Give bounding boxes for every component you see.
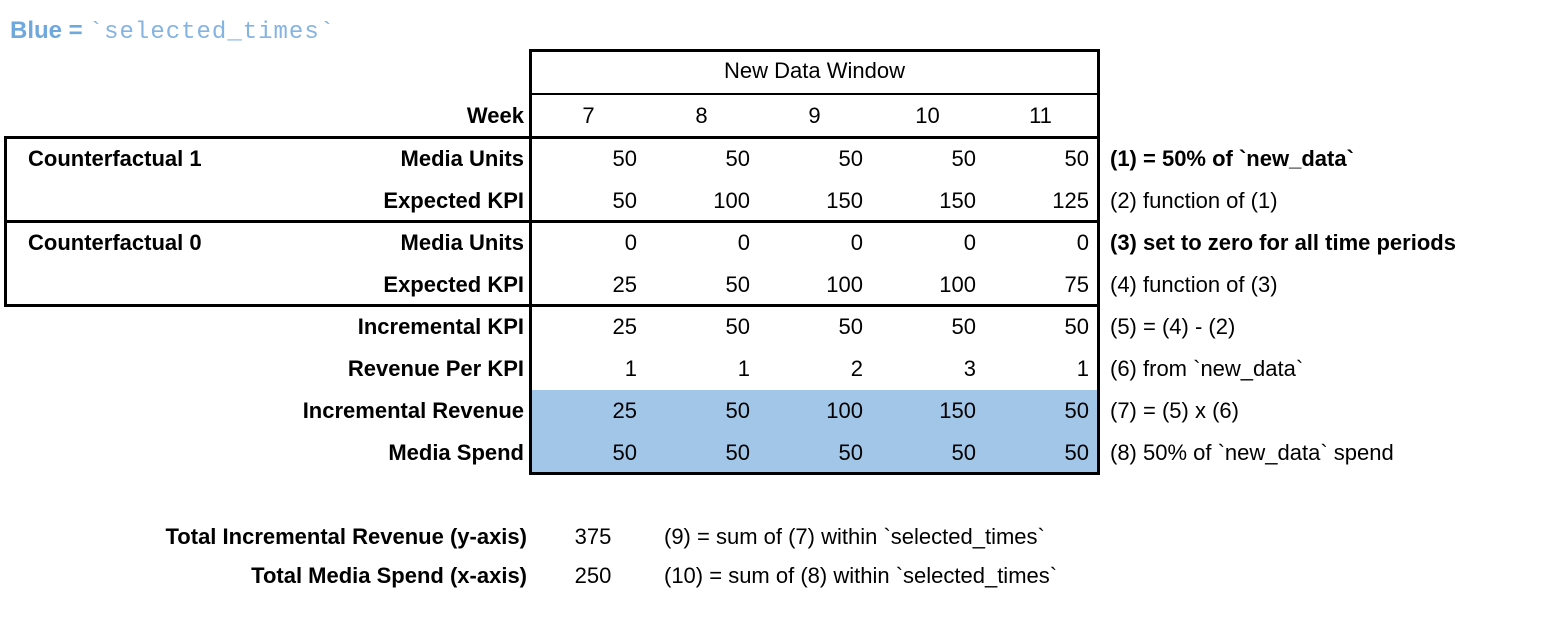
- table-row-highlighted: Media Spend 50 50 50 50 50 (8) 50% of `n…: [0, 432, 1544, 474]
- cell-value: 50: [1064, 398, 1089, 423]
- cell-value: 100: [939, 272, 976, 297]
- cell-value: 50: [838, 440, 863, 465]
- cell-value: 2: [850, 356, 863, 381]
- cell-value: 0: [963, 230, 976, 255]
- cell-value: 50: [1064, 314, 1089, 339]
- cell-value: 50: [725, 440, 750, 465]
- data-area-right-border: [1097, 49, 1100, 475]
- week-label: Week: [466, 103, 524, 128]
- row-annotation: (2) function of (1): [1110, 188, 1278, 213]
- cell-value: 0: [624, 230, 637, 255]
- row-label: Expected KPI: [383, 188, 524, 213]
- legend-blue-selected-times: Blue = `selected_times`: [10, 17, 335, 46]
- summary-row-total-incremental-revenue: Total Incremental Revenue (y-axis) 375 (…: [0, 516, 1544, 558]
- table-border-under-window-title: [529, 93, 1100, 95]
- cell-value: 50: [725, 398, 750, 423]
- row-annotation: (5) = (4) - (2): [1110, 314, 1236, 339]
- legend-prefix: Blue =: [10, 17, 83, 44]
- table-row: Counterfactual 1 Media Units 50 50 50 50…: [0, 138, 1544, 180]
- table-row: Revenue Per KPI 1 1 2 3 1 (6) from `new_…: [0, 348, 1544, 390]
- row-annotation: (6) from `new_data`: [1110, 356, 1304, 381]
- row-label: Media Units: [400, 230, 524, 255]
- cell-value: 50: [612, 440, 637, 465]
- cell-value: 1: [737, 356, 750, 381]
- row-annotation: (7) = (5) x (6): [1110, 398, 1239, 423]
- table-border-top: [529, 49, 1100, 52]
- table-border-bottom: [529, 472, 1100, 475]
- cell-value: 0: [737, 230, 750, 255]
- cell-value: 50: [951, 314, 976, 339]
- cell-value: 0: [850, 230, 863, 255]
- summary-annotation: (9) = sum of (7) within `selected_times`: [664, 524, 1045, 549]
- cell-value: 75: [1064, 272, 1089, 297]
- cell-value: 50: [725, 314, 750, 339]
- cell-value: 50: [951, 440, 976, 465]
- cell-value: 100: [826, 398, 863, 423]
- row-label: Incremental KPI: [357, 314, 524, 339]
- row-annotation: (3) set to zero for all time periods: [1110, 230, 1456, 255]
- summary-row-total-media-spend: Total Media Spend (x-axis) 250 (10) = su…: [0, 555, 1544, 597]
- cell-value: 0: [1076, 230, 1089, 255]
- week-11: 11: [1029, 103, 1052, 128]
- row-label: Incremental Revenue: [302, 398, 524, 423]
- row-annotation: (4) function of (3): [1110, 272, 1278, 297]
- cell-value: 25: [612, 398, 637, 423]
- row-label: Media Spend: [388, 440, 524, 465]
- table-row: Incremental KPI 25 50 50 50 50 (5) = (4)…: [0, 306, 1544, 348]
- row-label: Expected KPI: [383, 272, 524, 297]
- row-label: Media Units: [400, 146, 524, 171]
- cell-value: 50: [838, 146, 863, 171]
- cell-value: 50: [612, 146, 637, 171]
- group-label-counterfactual-0: Counterfactual 0: [28, 230, 202, 255]
- data-area-left-border: [529, 49, 532, 475]
- cell-value: 50: [725, 146, 750, 171]
- row-label: Revenue Per KPI: [347, 356, 524, 381]
- table-row: Expected KPI 50 100 150 150 125 (2) func…: [0, 180, 1544, 222]
- cell-value: 3: [963, 356, 976, 381]
- summary-value: 250: [574, 563, 612, 588]
- cell-value: 150: [826, 188, 863, 213]
- table-border-counterfactual-divider: [4, 220, 1100, 223]
- cell-value: 1: [624, 356, 637, 381]
- table-border-below-counterfactual0: [4, 304, 1100, 307]
- cell-value: 50: [725, 272, 750, 297]
- selected-times-highlight: [532, 390, 1097, 473]
- week-numbers-row: 7 8 9 10 11: [0, 96, 1544, 136]
- counterfactual-box-left-border: [4, 136, 7, 307]
- cell-value: 50: [612, 188, 637, 213]
- legend-code: `selected_times`: [88, 19, 336, 46]
- cell-value: 50: [951, 146, 976, 171]
- window-title: New Data Window: [724, 58, 905, 83]
- summary-label: Total Media Spend (x-axis): [251, 563, 527, 588]
- cell-value: 150: [939, 188, 976, 213]
- summary-annotation: (10) = sum of (8) within `selected_times…: [664, 563, 1058, 588]
- week-9: 9: [808, 103, 821, 128]
- cell-value: 100: [826, 272, 863, 297]
- week-10: 10: [915, 103, 940, 128]
- table-row-highlighted: Incremental Revenue 25 50 100 150 50 (7)…: [0, 390, 1544, 432]
- cell-value: 25: [612, 272, 637, 297]
- summary-value: 375: [574, 524, 612, 549]
- cell-value: 150: [939, 398, 976, 423]
- group-label-counterfactual-1: Counterfactual 1: [28, 146, 202, 171]
- cell-value: 1: [1076, 356, 1089, 381]
- row-annotation: (1) = 50% of `new_data`: [1110, 146, 1354, 171]
- cell-value: 100: [713, 188, 750, 213]
- cell-value: 25: [612, 314, 637, 339]
- week-7: 7: [582, 103, 595, 128]
- cell-value: 50: [1064, 440, 1089, 465]
- summary-label: Total Incremental Revenue (y-axis): [165, 524, 528, 549]
- table-border-under-week-row: [4, 136, 1100, 139]
- cell-value: 125: [1052, 188, 1089, 213]
- week-8: 8: [695, 103, 708, 128]
- cell-value: 50: [1064, 146, 1089, 171]
- table-row: Expected KPI 25 50 100 100 75 (4) functi…: [0, 264, 1544, 306]
- cell-value: 50: [838, 314, 863, 339]
- row-annotation: (8) 50% of `new_data` spend: [1110, 440, 1394, 465]
- table-row: Counterfactual 0 Media Units 0 0 0 0 0 (…: [0, 222, 1544, 264]
